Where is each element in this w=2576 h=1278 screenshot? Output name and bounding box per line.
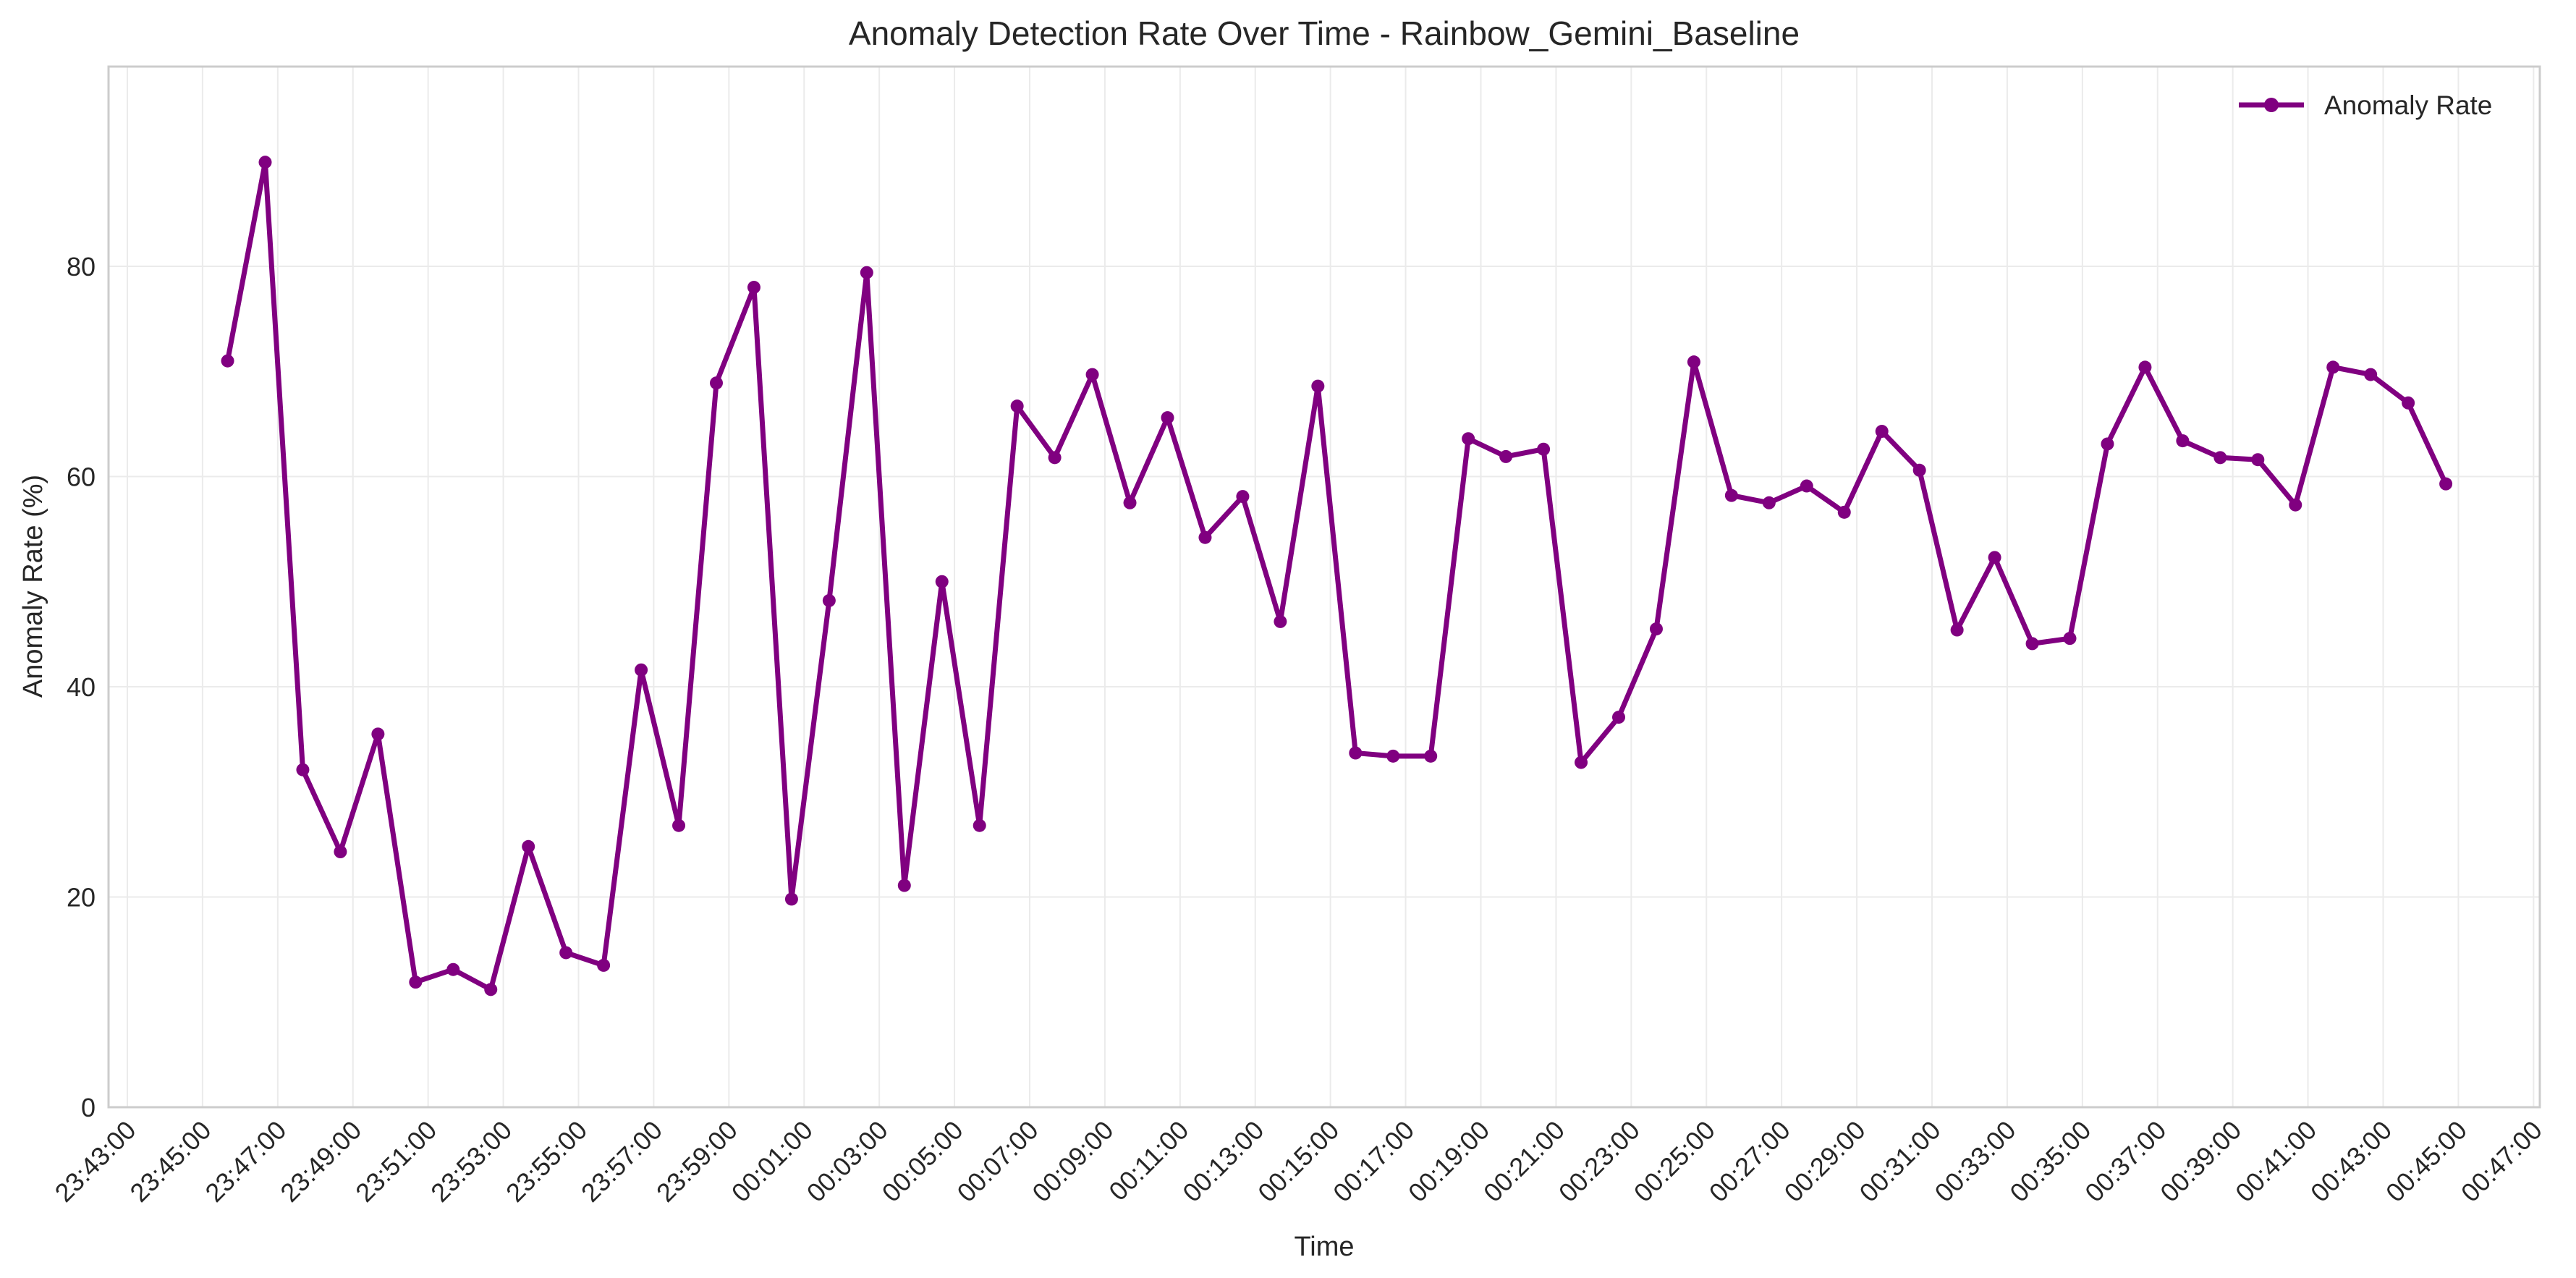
y-tick-label: 80 <box>67 252 96 282</box>
data-point <box>522 839 535 853</box>
data-point <box>1236 490 1250 504</box>
data-point <box>1274 614 1287 628</box>
data-point <box>1612 711 1626 724</box>
data-point <box>221 354 234 368</box>
x-axis-label: Time <box>1294 1232 1354 1262</box>
y-tick-label: 0 <box>81 1093 96 1122</box>
data-point <box>2289 498 2302 512</box>
data-point <box>371 727 385 741</box>
data-point <box>1762 496 1776 509</box>
data-point <box>635 663 648 677</box>
data-point <box>1988 551 2001 564</box>
legend: Anomaly Rate <box>2239 90 2492 120</box>
data-point <box>1875 425 1889 439</box>
data-point <box>2402 396 2415 410</box>
data-point <box>446 962 460 976</box>
plot-area-frame <box>107 65 2541 1109</box>
data-point <box>1950 623 1964 637</box>
data-point <box>710 376 723 390</box>
grid-lines <box>109 67 2540 1108</box>
data-point <box>258 156 272 169</box>
data-point <box>484 983 498 996</box>
data-point <box>1575 756 1588 769</box>
legend-label-anomaly-rate: Anomaly Rate <box>2324 90 2492 120</box>
data-point <box>1349 746 1363 760</box>
data-point <box>1687 355 1700 369</box>
data-point <box>2063 632 2077 646</box>
data-point <box>1048 451 1062 465</box>
data-point <box>1085 368 1099 381</box>
data-point <box>409 976 423 989</box>
data-point <box>1537 442 1551 456</box>
data-point <box>1912 463 1926 477</box>
data-point <box>559 946 573 960</box>
data-point <box>1386 749 1400 763</box>
data-point <box>1161 411 1174 425</box>
y-tick-label: 40 <box>67 672 96 702</box>
data-point <box>860 266 873 279</box>
data-point <box>334 845 347 859</box>
data-point <box>2025 637 2039 651</box>
series-layer <box>221 156 2453 996</box>
data-point <box>1198 530 1212 544</box>
data-point <box>935 575 949 588</box>
data-point <box>1499 449 1513 463</box>
data-point <box>597 958 611 972</box>
chart-title: Anomaly Detection Rate Over Time - Rainb… <box>849 14 1800 52</box>
data-point <box>2101 437 2114 451</box>
y-axis-ticks: 0 20 40 60 80 <box>67 252 96 1122</box>
data-point <box>1724 488 1738 502</box>
data-point <box>2176 434 2190 448</box>
y-tick-label: 60 <box>67 462 96 491</box>
data-point <box>2213 451 2227 465</box>
data-point <box>1837 505 1851 519</box>
data-point <box>1462 432 1475 446</box>
data-point <box>2364 368 2378 381</box>
data-point <box>2251 453 2265 467</box>
data-point <box>822 593 836 607</box>
y-axis-label: Anomaly Rate (%) <box>18 475 48 698</box>
data-point <box>1010 399 1024 413</box>
data-point <box>2138 360 2152 374</box>
data-point <box>1424 749 1438 763</box>
data-point <box>1123 496 1137 509</box>
data-point <box>2439 477 2453 491</box>
data-point <box>784 892 798 906</box>
data-point <box>973 818 986 832</box>
data-point <box>1649 622 1663 636</box>
legend-marker-swatch <box>2264 98 2279 112</box>
data-point <box>1800 479 1813 493</box>
data-point <box>747 281 760 295</box>
data-point <box>2326 360 2340 374</box>
data-point <box>672 818 686 832</box>
data-point <box>296 763 310 776</box>
data-point <box>897 879 911 892</box>
data-point <box>1311 379 1325 393</box>
y-tick-label: 20 <box>67 882 96 912</box>
series-line-anomaly-rate <box>225 159 2449 992</box>
